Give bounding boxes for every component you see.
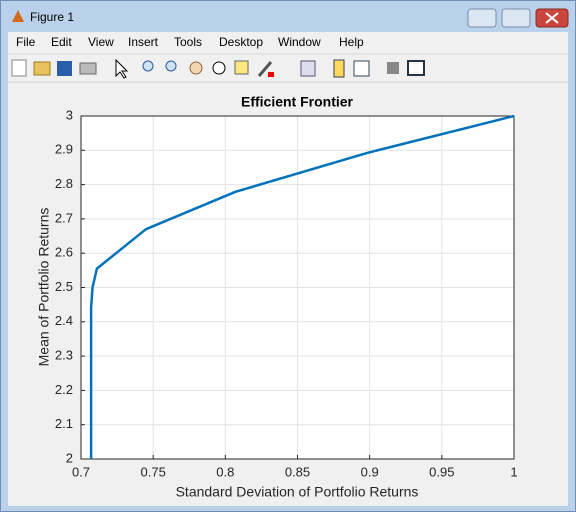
menu-item[interactable]: File — [16, 35, 36, 49]
colorbar-icon[interactable] — [333, 59, 345, 78]
menu-item[interactable]: Insert — [128, 35, 159, 49]
rotate-icon[interactable] — [212, 61, 226, 75]
y-axis-label: Mean of Portfolio Returns — [36, 208, 52, 367]
minimize-button[interactable] — [467, 8, 497, 28]
y-tick-label: 2.2 — [55, 382, 73, 397]
brush-icon[interactable] — [257, 61, 273, 77]
y-tick-label: 2 — [66, 450, 73, 465]
menu-item[interactable]: Help — [339, 35, 364, 49]
y-tick-label: 2.4 — [55, 313, 73, 328]
datatip-icon[interactable] — [234, 60, 249, 75]
chart-title: Efficient Frontier — [241, 94, 354, 110]
x-axis-label: Standard Deviation of Portfolio Returns — [176, 484, 419, 500]
x-tick-label: 0.75 — [141, 464, 166, 479]
menu-item[interactable]: Window — [278, 35, 321, 49]
legend-icon[interactable] — [353, 60, 370, 77]
x-tick-label: 0.9 — [361, 464, 379, 479]
zoom-out-icon[interactable] — [165, 60, 177, 72]
close-icon — [545, 12, 559, 24]
menu-item[interactable]: View — [88, 35, 114, 49]
y-tick-label: 2.8 — [55, 176, 73, 191]
menu-item[interactable]: Desktop — [219, 35, 263, 49]
y-tick-label: 2.6 — [55, 245, 73, 260]
new-icon[interactable] — [11, 59, 27, 77]
y-tick-label: 2.9 — [55, 142, 73, 157]
open-icon[interactable] — [33, 61, 51, 76]
x-tick-label: 0.7 — [72, 464, 90, 479]
zoom-in-icon[interactable] — [142, 60, 154, 72]
save-icon[interactable] — [57, 61, 72, 76]
toolbar — [11, 58, 425, 79]
link-icon[interactable] — [300, 60, 316, 77]
x-tick-label: 0.8 — [216, 464, 234, 479]
y-tick-label: 3 — [66, 107, 73, 122]
chart: Efficient Frontier Standard Deviation of… — [36, 94, 518, 500]
app-icon — [12, 10, 24, 22]
data-line — [89, 114, 515, 459]
menu-item[interactable]: Edit — [51, 35, 72, 49]
y-tick-label: 2.1 — [55, 416, 73, 431]
pan-icon[interactable] — [189, 61, 203, 75]
maximize-button[interactable] — [501, 8, 531, 28]
y-tick-label: 2.5 — [55, 279, 73, 294]
pointer-icon[interactable] — [115, 58, 129, 79]
x-tick-label: 0.95 — [429, 464, 454, 479]
x-tick-label: 1 — [510, 464, 517, 479]
menu-bar: File Edit View Insert Tools Desktop Window Help — [16, 35, 364, 49]
axes-box — [80, 115, 515, 460]
window-title: Figure 1 — [30, 10, 74, 24]
y-tick-label: 2.7 — [55, 210, 73, 225]
hide-icon[interactable] — [387, 62, 399, 74]
y-tick-label: 2.3 — [55, 348, 73, 363]
print-icon[interactable] — [79, 62, 97, 75]
menu-item[interactable]: Tools — [174, 35, 202, 49]
brush-color — [268, 72, 274, 77]
show-icon[interactable] — [407, 60, 425, 76]
x-tick-label: 0.85 — [285, 464, 310, 479]
